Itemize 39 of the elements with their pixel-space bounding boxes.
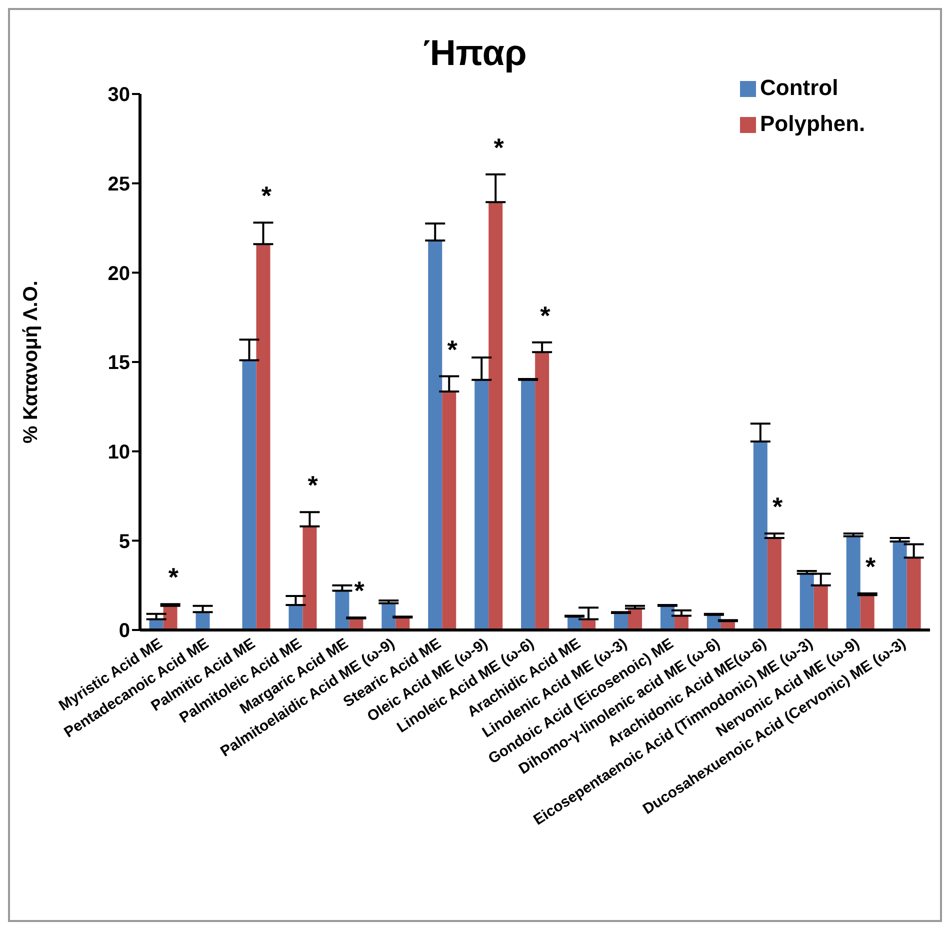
bar [442,391,456,630]
significance-mark: * [168,562,179,592]
significance-mark: * [261,180,272,211]
y-tick-label: 10 [108,441,130,464]
bar [288,604,303,630]
bar [767,538,782,630]
y-tick-label: 5 [118,530,130,553]
bar [892,542,907,630]
y-tick-label: 15 [108,352,130,374]
bar [860,595,874,630]
y-axis-title: % Κατανομή Λ.Ο. [20,280,42,444]
bar [335,590,350,630]
significance-mark: * [772,492,783,522]
bar [535,352,550,630]
significance-mark: * [494,132,504,162]
significance-mark: * [354,576,364,606]
bar [814,585,828,630]
y-tick-label: 20 [108,262,130,285]
significance-mark: * [447,334,458,364]
bar [488,202,503,630]
bar [474,380,489,630]
bar [256,244,270,630]
bar [242,360,256,630]
bar [800,574,814,630]
bar [753,442,768,630]
significance-mark: * [865,551,876,582]
y-tick-label: 0 [118,620,130,642]
bar [521,380,536,630]
bar [846,536,860,630]
legend-label: Control [760,75,838,100]
bar [906,558,921,630]
y-tick-label: 30 [108,84,130,106]
significance-mark: * [308,470,318,500]
chart-title: Ήπαρ [422,32,528,74]
bar [302,526,317,630]
y-tick-label: 25 [108,173,130,196]
significance-mark: * [540,300,550,330]
legend-label: Polyphen. [760,111,866,136]
bar [428,240,442,630]
